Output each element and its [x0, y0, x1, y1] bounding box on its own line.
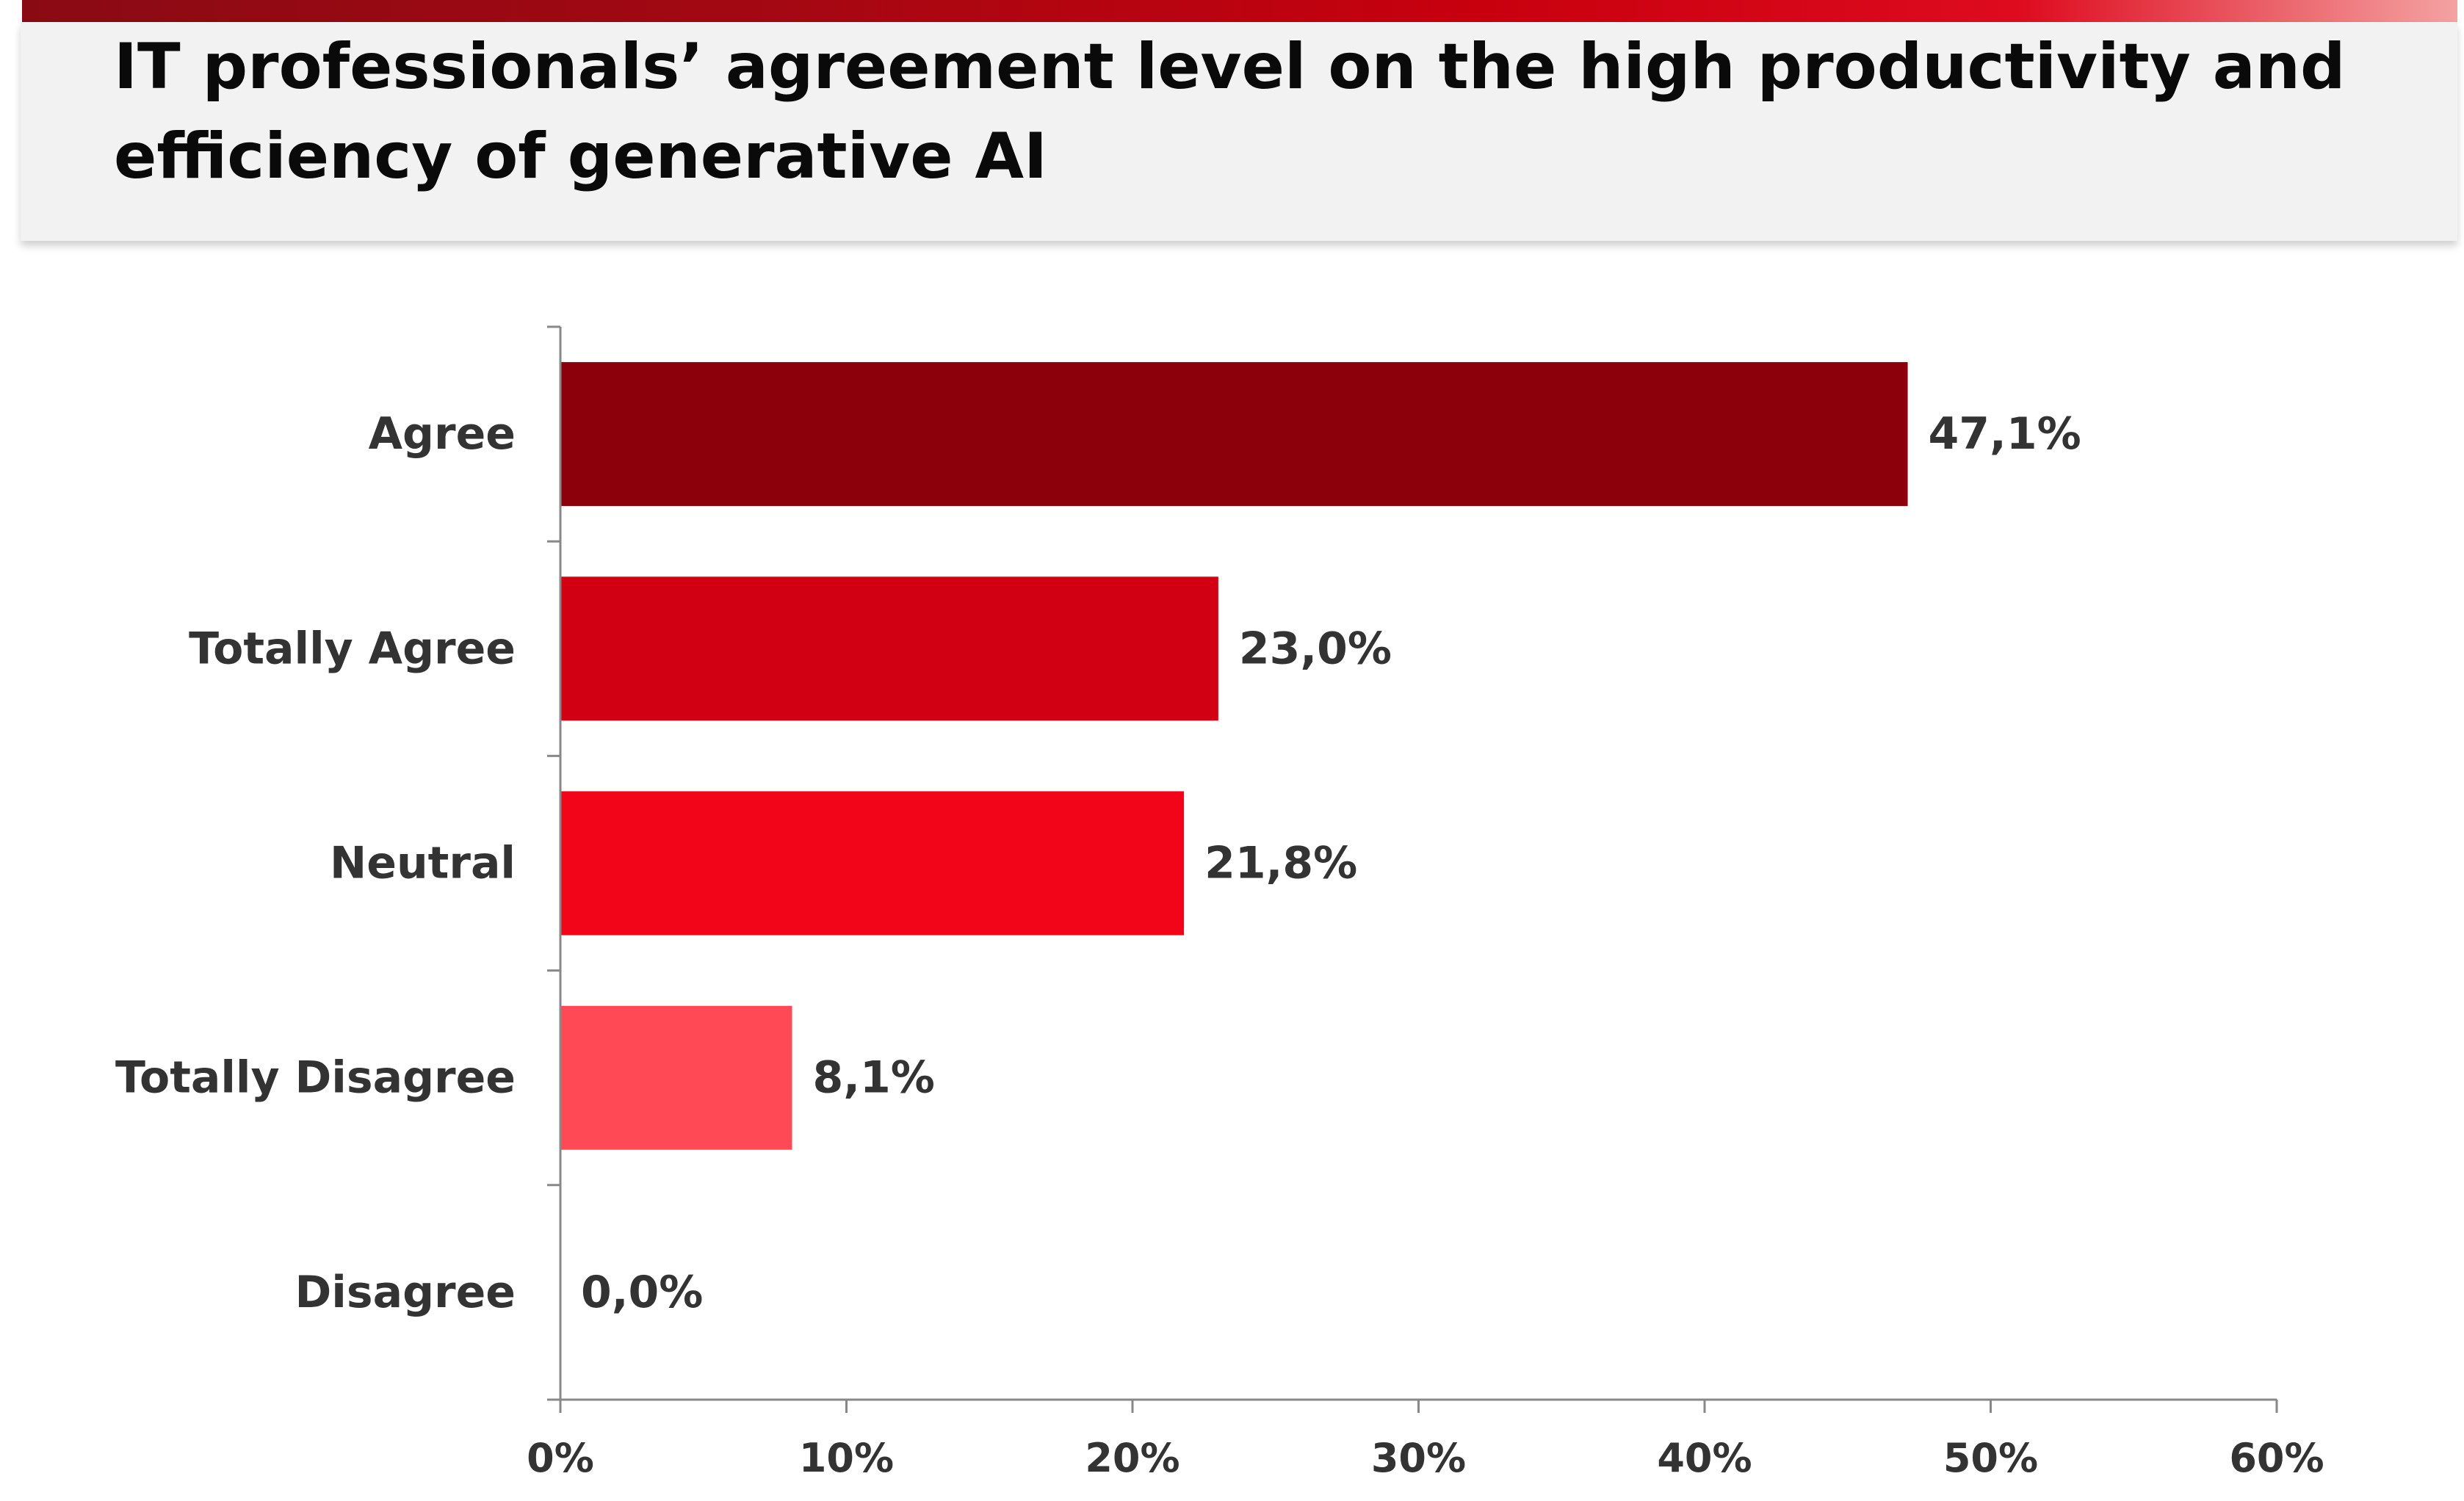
category-label-agree: Agree: [369, 408, 516, 460]
category-label-disagree: Disagree: [295, 1267, 516, 1318]
axes-layer: [547, 325, 2278, 1413]
x-tick-label-40: 40%: [1657, 1435, 1752, 1481]
value-label-totally-agree: 23,0%: [1239, 623, 1392, 674]
bar-neutral: [560, 791, 1185, 936]
bar-totally-disagree: [560, 1005, 792, 1150]
value-label-agree: 47,1%: [1929, 408, 2081, 460]
category-label-totally-disagree: Totally Disagree: [115, 1052, 516, 1104]
labels-layer: Agree 47,1% Totally Agree 23,0% Neutral 21,8%…: [115, 408, 2324, 1481]
title-banner: [21, 22, 2457, 241]
value-label-neutral: 21,8%: [1204, 838, 1357, 889]
bar-totally-agree: [560, 576, 1218, 721]
category-label-totally-agree: Totally Agree: [189, 623, 516, 674]
x-tick-label-30: 30%: [1371, 1435, 1466, 1481]
top-accent-stripe: [22, 0, 2457, 22]
x-tick-label-60: 60%: [2229, 1435, 2324, 1481]
x-tick-label-10: 10%: [799, 1435, 894, 1481]
category-label-neutral: Neutral: [330, 838, 516, 889]
x-tick-label-0: 0%: [527, 1435, 594, 1481]
bars-layer: [560, 362, 1908, 1150]
x-tick-label-50: 50%: [1943, 1435, 2038, 1481]
value-label-totally-disagree: 8,1%: [812, 1052, 934, 1104]
bar-agree: [560, 362, 1908, 507]
x-tick-label-20: 20%: [1085, 1435, 1179, 1481]
chart-title: IT professionals’ agreement level on the…: [114, 30, 2346, 193]
value-label-disagree: 0,0%: [581, 1267, 703, 1318]
